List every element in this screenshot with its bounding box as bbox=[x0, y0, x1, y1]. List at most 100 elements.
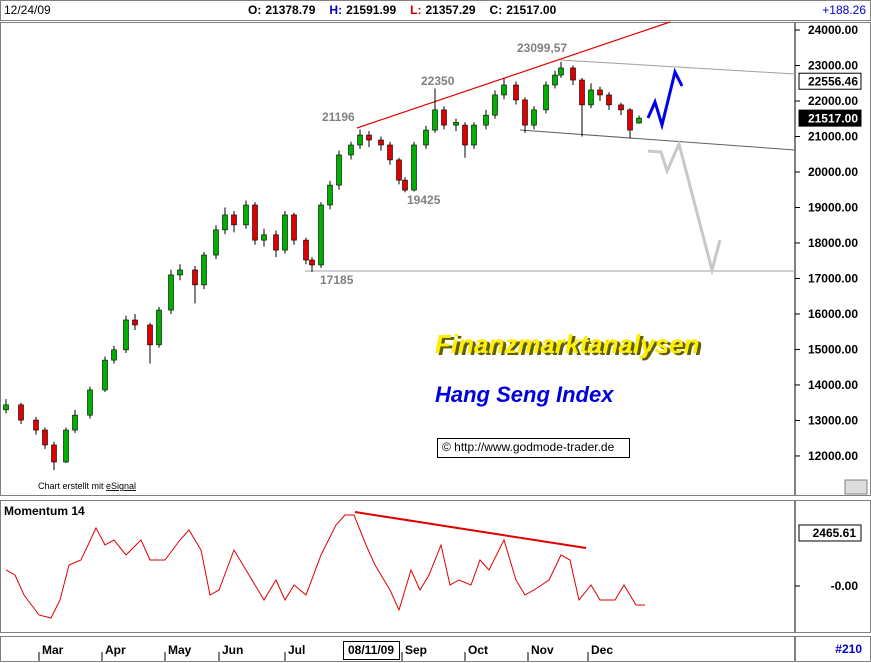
candle-body bbox=[618, 104, 624, 111]
x-tick-label: Oct bbox=[468, 643, 488, 657]
scale-icon[interactable] bbox=[844, 479, 868, 495]
header-value: 21591.99 bbox=[346, 3, 396, 17]
annotation: 19425 bbox=[407, 193, 441, 207]
candle-body bbox=[552, 74, 558, 86]
candle-body bbox=[396, 159, 402, 181]
candle-body bbox=[579, 79, 585, 106]
time-axis bbox=[0, 636, 795, 662]
candle-body bbox=[453, 121, 459, 126]
candle-body bbox=[102, 359, 108, 391]
candle-body bbox=[357, 134, 363, 146]
header-change: +188.26 bbox=[822, 3, 866, 17]
header-value: 21378.79 bbox=[265, 3, 315, 17]
price-marker-box bbox=[798, 109, 862, 127]
candle-body bbox=[63, 429, 69, 463]
candle-body bbox=[192, 269, 198, 286]
candle-body bbox=[402, 179, 408, 191]
header-values: O: 21378.79 H: 21591.99 L: 21357.29 C: 21517.00 bbox=[248, 3, 557, 17]
candle-body bbox=[423, 129, 429, 146]
candle-body bbox=[501, 84, 507, 96]
candle-body bbox=[33, 419, 39, 431]
x-tick-label: Nov bbox=[531, 643, 554, 657]
header-key: L: bbox=[410, 3, 421, 17]
y-tick-label: 24000.00 bbox=[808, 23, 858, 37]
brand-shadow: Finanzmarktanalysen bbox=[438, 331, 702, 361]
candle-body bbox=[177, 269, 183, 276]
y-tick-label: 15000.00 bbox=[808, 343, 858, 357]
url: © http://www.godmode-trader.de bbox=[442, 440, 615, 454]
candle-body bbox=[327, 184, 333, 206]
candle-body bbox=[18, 404, 24, 421]
cursor-date-box bbox=[343, 641, 400, 660]
candle-body bbox=[132, 319, 138, 326]
candle-body bbox=[111, 349, 117, 361]
y-tick-label: 16000.00 bbox=[808, 307, 858, 321]
momentum-title: Momentum 14 bbox=[4, 504, 85, 518]
y-tick-label: 14000.00 bbox=[808, 378, 858, 392]
y-tick-label: 12000.00 bbox=[808, 449, 858, 463]
candle-body bbox=[441, 109, 447, 126]
y-tick-label: 18000.00 bbox=[808, 236, 858, 250]
candle-body bbox=[636, 117, 642, 124]
y-tick-label: 23000.00 bbox=[808, 59, 858, 73]
candle-body bbox=[483, 114, 489, 126]
momentum-line bbox=[5, 514, 645, 619]
x-tick-label: May bbox=[168, 643, 192, 657]
candle-body bbox=[570, 67, 576, 81]
candle-body bbox=[432, 109, 438, 131]
candle-body bbox=[471, 124, 477, 146]
price-marker-box bbox=[798, 72, 862, 90]
header-key: H: bbox=[329, 3, 342, 17]
cursor-date: 08/11/09 bbox=[348, 643, 394, 657]
x-tick-label: Jun bbox=[222, 643, 243, 657]
trend-line bbox=[356, 21, 671, 129]
price-panel bbox=[0, 22, 795, 496]
brand: Finanzmarktanalysen bbox=[435, 329, 699, 359]
candle-body bbox=[252, 204, 258, 241]
annotation: 17185 bbox=[320, 273, 354, 287]
candle-body bbox=[366, 134, 372, 141]
candle-body bbox=[597, 89, 603, 96]
candle-body bbox=[606, 94, 612, 106]
candle-body bbox=[627, 109, 633, 131]
credit: Chart erstellt mit eSignal bbox=[38, 481, 136, 491]
candle-body bbox=[543, 84, 549, 111]
header-value: 21517.00 bbox=[506, 3, 556, 17]
candle-body bbox=[72, 414, 78, 431]
y-tick-label: 21000.00 bbox=[808, 130, 858, 144]
candle-body bbox=[201, 254, 207, 286]
candle-body bbox=[87, 389, 93, 416]
candle-body bbox=[51, 444, 57, 463]
candle-body bbox=[291, 214, 297, 241]
x-tick-label: Mar bbox=[42, 643, 64, 657]
annotation: 22350 bbox=[421, 74, 455, 88]
bull-scenario-arrow bbox=[646, 67, 684, 131]
candle-body bbox=[231, 214, 237, 226]
candle-body bbox=[318, 204, 324, 266]
candle-body bbox=[522, 99, 528, 126]
y-tick-label: 13000.00 bbox=[808, 414, 858, 428]
candle-body bbox=[147, 324, 153, 346]
candle-body bbox=[42, 429, 48, 446]
candle-body bbox=[462, 124, 468, 146]
candle-body bbox=[387, 144, 393, 161]
y-tick-label: -0.00 bbox=[831, 579, 859, 593]
momentum-marker-box bbox=[798, 524, 862, 542]
credit-text: Chart erstellt mit bbox=[38, 481, 106, 491]
candle-body bbox=[531, 109, 537, 126]
channel-lower bbox=[519, 129, 796, 151]
y-tick-label: 19000.00 bbox=[808, 201, 858, 215]
candle-body bbox=[243, 204, 249, 226]
candle-body bbox=[213, 229, 219, 256]
header-key: C: bbox=[490, 3, 503, 17]
candle-body bbox=[273, 234, 279, 251]
candle-body bbox=[348, 144, 354, 156]
credit-link[interactable]: eSignal bbox=[106, 481, 136, 491]
momentum-marker: 2465.61 bbox=[813, 526, 857, 540]
bar-count: #210 bbox=[835, 642, 862, 656]
channel-upper bbox=[559, 59, 796, 75]
header-value: 21357.29 bbox=[425, 3, 475, 17]
candle-body bbox=[156, 309, 162, 346]
candle-body bbox=[222, 214, 228, 231]
